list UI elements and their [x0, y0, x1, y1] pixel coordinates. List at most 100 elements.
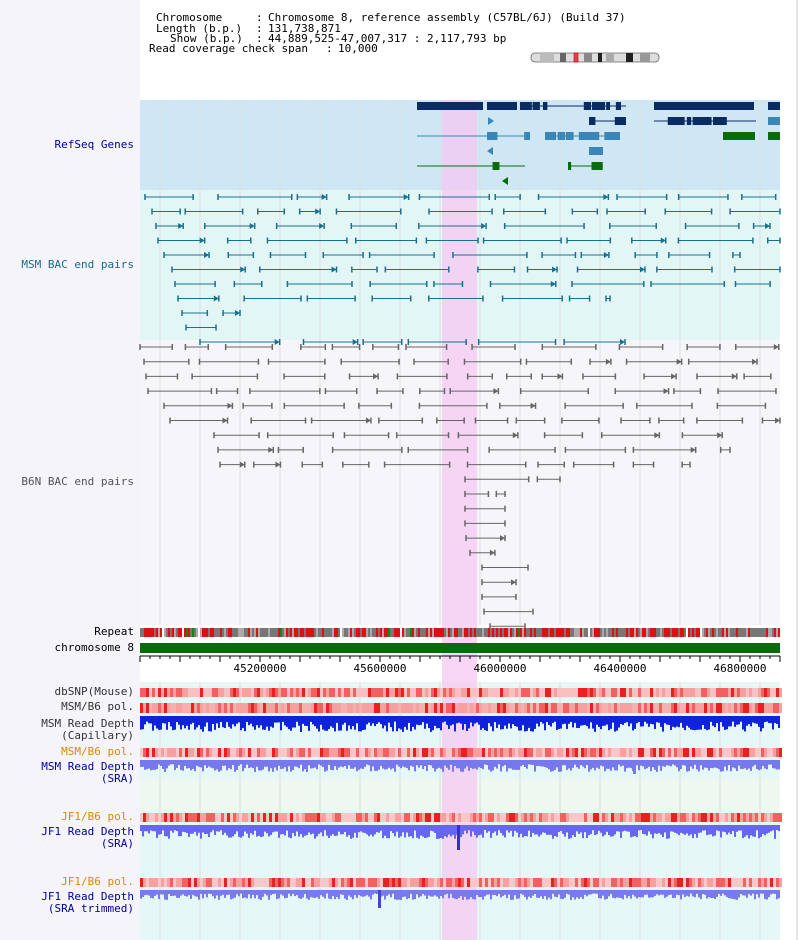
- heat-cell: [725, 688, 728, 697]
- heat-cell: [629, 878, 632, 887]
- depth-bar: [468, 890, 470, 900]
- heat-cell: [155, 688, 158, 697]
- heat-cell: [317, 703, 320, 713]
- gene-exon: [667, 117, 685, 125]
- label-repeat[interactable]: Repeat: [94, 625, 134, 638]
- depth-bar: [204, 760, 206, 766]
- bac-arrow: [481, 223, 487, 229]
- depth-bar: [330, 890, 332, 900]
- heat-cell: [524, 813, 527, 822]
- depth-bar: [324, 760, 326, 772]
- heat-cell: [584, 878, 587, 887]
- depth-bar: [400, 760, 402, 769]
- heat-cell: [182, 813, 185, 822]
- heat-cell: [647, 703, 650, 713]
- depth-bar: [644, 760, 646, 770]
- heat-cell: [758, 688, 761, 697]
- heat-cell: [149, 688, 152, 697]
- label-msm-depth-sra-1[interactable]: MSM Read Depth: [41, 760, 134, 773]
- depth-bar: [528, 760, 530, 765]
- depth-bar: [162, 825, 164, 831]
- chromosome-ideogram[interactable]: [530, 52, 660, 63]
- depth-bar: [696, 760, 698, 770]
- heat-cell: [230, 703, 233, 713]
- depth-bar: [572, 760, 574, 768]
- heat-cell: [731, 878, 734, 887]
- heat-cell: [242, 703, 245, 713]
- depth-bar: [464, 825, 466, 831]
- b6n-bac-track[interactable]: [139, 344, 781, 630]
- heat-cell: [569, 878, 572, 887]
- arrow: [487, 147, 493, 155]
- depth-bar: [568, 825, 570, 839]
- heat-cell: [350, 748, 353, 757]
- heat-cell: [560, 878, 563, 887]
- repeat-track[interactable]: [140, 628, 780, 637]
- heat-cell: [653, 813, 656, 822]
- heat-cell: [599, 878, 602, 887]
- depth-bar: [614, 760, 616, 771]
- depth-bar: [270, 890, 272, 896]
- label-msm-b6-pol-1[interactable]: MSM/B6 pol.: [61, 700, 134, 713]
- heat-tracks[interactable]: [140, 688, 782, 908]
- depth-bar: [176, 716, 178, 723]
- repeat-block: [566, 628, 568, 637]
- msm-bac-track[interactable]: [144, 194, 781, 345]
- label-jf1-depth-sra-1[interactable]: JF1 Read Depth: [41, 825, 134, 838]
- gene-exon: [532, 102, 540, 110]
- depth-bar: [168, 890, 170, 895]
- heat-cell: [479, 688, 482, 697]
- gene-exon: [578, 132, 600, 140]
- heat-cell: [545, 813, 548, 822]
- refseq-genes-track[interactable]: [417, 102, 780, 185]
- heat-cell: [563, 813, 566, 822]
- depth-bar: [764, 890, 766, 900]
- repeat-block: [462, 628, 464, 637]
- repeat-block: [428, 628, 430, 637]
- heat-cell: [440, 748, 443, 757]
- heat-cell: [203, 878, 206, 887]
- depth-bar: [214, 890, 216, 899]
- depth-bar: [608, 716, 610, 731]
- repeat-block: [210, 628, 212, 637]
- sep-2: :: [256, 22, 263, 35]
- depth-bar: [356, 760, 358, 772]
- label-msm-b6-pol-2[interactable]: MSM/B6 pol.: [61, 745, 134, 758]
- depth-bar: [350, 890, 352, 898]
- heat-cell: [443, 748, 446, 757]
- depth-bar: [218, 716, 220, 728]
- heat-cell: [608, 813, 611, 822]
- label-b6n-bac[interactable]: B6N BAC end pairs: [21, 475, 134, 488]
- label-msm-bac[interactable]: MSM BAC end pairs: [21, 258, 134, 271]
- depth-bar: [174, 890, 176, 896]
- label-jf1-depth-trim-1[interactable]: JF1 Read Depth: [41, 890, 134, 903]
- label-jf1-b6-pol-2[interactable]: JF1/B6 pol.: [61, 875, 134, 888]
- heat-cell: [272, 878, 275, 887]
- depth-bar: [350, 825, 352, 839]
- depth-bar: [720, 716, 722, 723]
- repeat-block: [340, 628, 342, 637]
- heat-cell: [287, 688, 290, 697]
- depth-bar: [422, 716, 424, 723]
- depth-bar: [212, 890, 214, 897]
- repeat-block: [518, 628, 520, 637]
- label-msm-depth-cap-1[interactable]: MSM Read Depth: [41, 717, 134, 730]
- depth-bar: [226, 825, 228, 836]
- depth-bar: [502, 890, 504, 896]
- label-dbsnp[interactable]: dbSNP(Mouse): [54, 685, 134, 698]
- depth-bar: [708, 825, 710, 835]
- depth-bar: [164, 760, 166, 772]
- heat-cell: [188, 688, 191, 697]
- label-chromosome[interactable]: chromosome 8: [54, 641, 134, 654]
- label-jf1-b6-pol-1[interactable]: JF1/B6 pol.: [61, 810, 134, 823]
- heat-cell: [236, 688, 239, 697]
- repeat-block: [248, 628, 250, 637]
- depth-bar: [672, 760, 674, 765]
- depth-bar: [604, 825, 606, 835]
- chromosome-bar[interactable]: [140, 643, 780, 653]
- depth-bar: [292, 760, 294, 771]
- heat-cell: [713, 748, 716, 757]
- label-refseq-genes[interactable]: RefSeq Genes: [54, 138, 134, 151]
- heat-cell: [329, 813, 332, 822]
